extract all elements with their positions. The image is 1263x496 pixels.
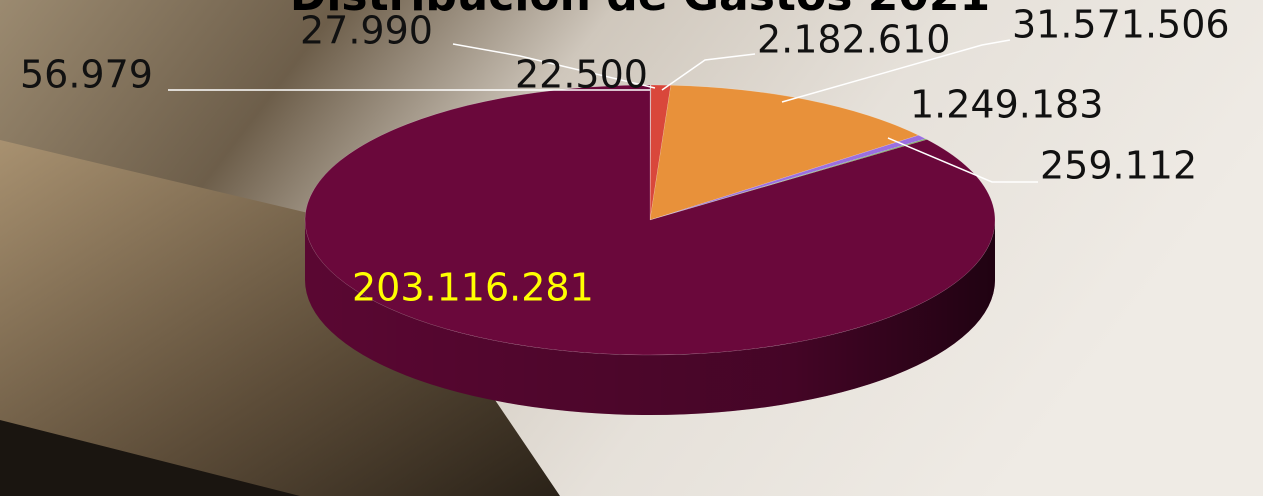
chart: Distribución de Gastos 2021 56.97927.990… bbox=[0, 0, 1263, 496]
page: Distribución de Gastos 2021 56.97927.990… bbox=[0, 0, 1263, 496]
data-label: 31.571.506 bbox=[1012, 3, 1230, 47]
data-label: 2.182.610 bbox=[757, 18, 950, 62]
data-label: 56.979 bbox=[20, 53, 153, 97]
data-label: 259.112 bbox=[1040, 144, 1197, 188]
data-label: 22.500 bbox=[515, 53, 648, 97]
data-label: 27.990 bbox=[300, 9, 433, 53]
data-label: 1.249.183 bbox=[910, 83, 1103, 127]
data-label: 203.116.281 bbox=[352, 266, 594, 310]
